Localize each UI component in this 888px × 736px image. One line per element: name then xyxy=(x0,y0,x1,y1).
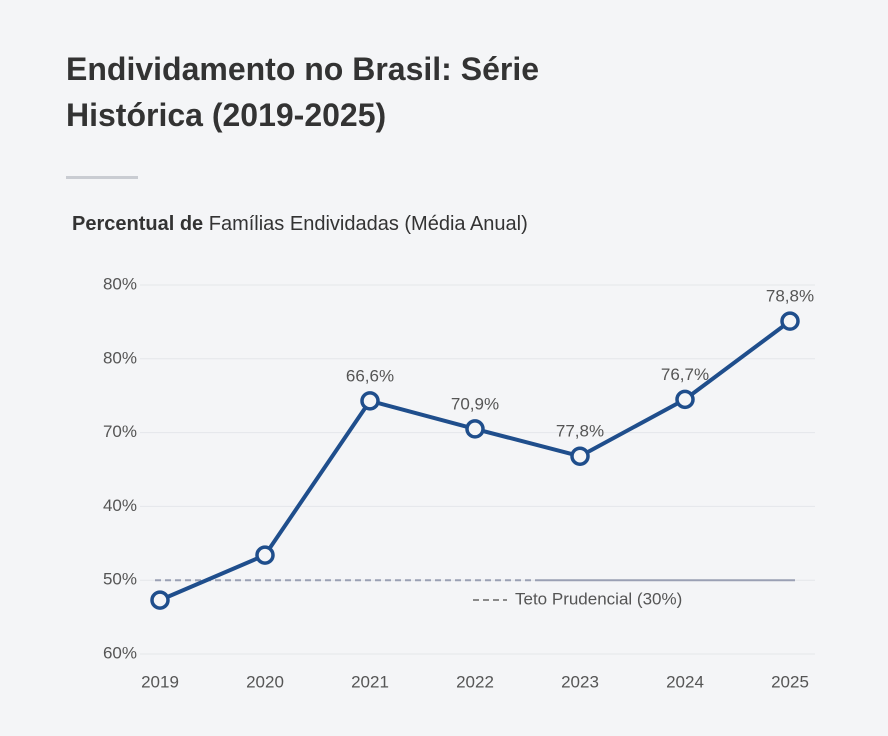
x-tick-label: 2020 xyxy=(246,672,284,691)
data-point xyxy=(150,590,170,610)
x-tick-label: 2023 xyxy=(561,672,599,691)
data-label: 78,8% xyxy=(766,287,814,306)
x-tick-label: 2024 xyxy=(666,672,704,691)
data-point xyxy=(255,545,275,565)
y-tick-label: 80% xyxy=(103,274,137,293)
data-label: 70,9% xyxy=(451,394,499,413)
data-point xyxy=(780,311,800,331)
data-label: 76,7% xyxy=(661,365,709,384)
separator xyxy=(66,176,138,179)
subtitle-bold: Percentual de xyxy=(72,213,204,235)
data-point xyxy=(360,391,380,411)
series-line xyxy=(159,319,792,602)
y-tick-label: 50% xyxy=(103,570,137,589)
y-tick-label: 60% xyxy=(103,643,137,662)
y-tick-label: 40% xyxy=(103,496,137,515)
x-tick-label: 2025 xyxy=(771,672,809,691)
x-tick-label: 2019 xyxy=(141,672,179,691)
data-point xyxy=(675,389,695,410)
data-point xyxy=(570,446,590,466)
data-label: 77,8% xyxy=(556,422,604,441)
data-point xyxy=(465,419,485,439)
chart-title: Endividamento no Brasil: Série Histórica… xyxy=(66,51,539,133)
subtitle: Percentual de Famílias Endividadas (Médi… xyxy=(72,213,528,236)
data-label: 66,6% xyxy=(346,366,394,385)
y-tick-label: 70% xyxy=(103,422,137,441)
x-tick-label: 2022 xyxy=(456,672,494,691)
subtitle-text: Famílias Endividadas (Média Anual) xyxy=(208,213,528,235)
x-tick-label: 2021 xyxy=(351,672,389,691)
y-tick-label: 80% xyxy=(103,348,137,367)
reference-label: Teto Prudencial (30%) xyxy=(515,589,682,608)
